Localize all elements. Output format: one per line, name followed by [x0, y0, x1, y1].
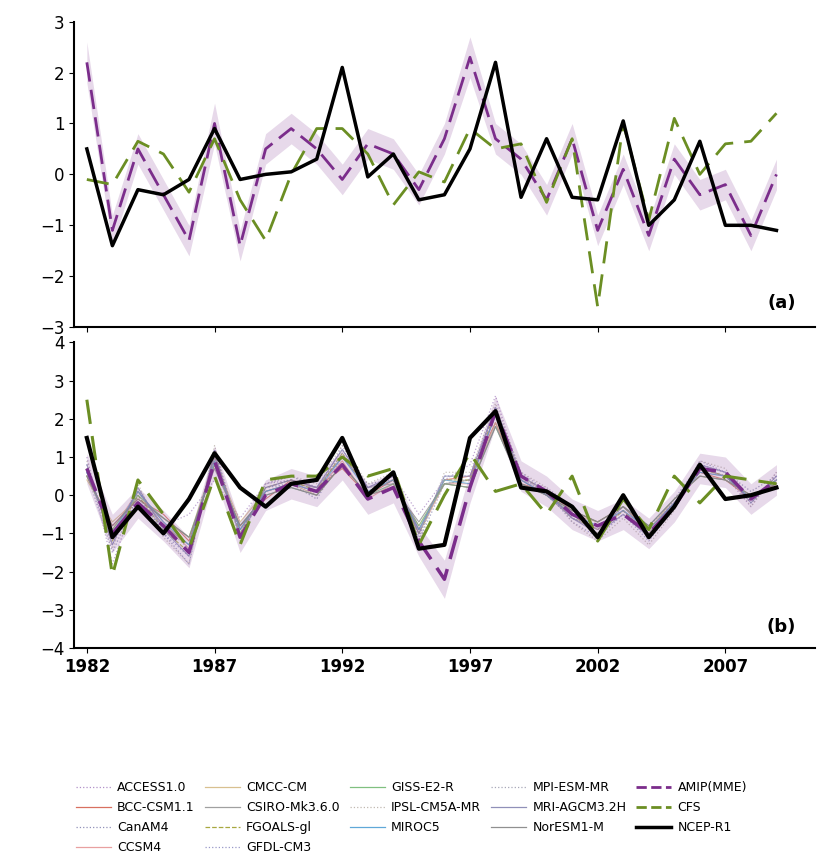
Legend: ACCESS1.0, BCC-CSM1.1, CanAM4, CCSM4, CMCC-CM, CSIRO-Mk3.6.0, FGOALS-gl, GFDL-CM: ACCESS1.0, BCC-CSM1.1, CanAM4, CCSM4, CM… — [72, 778, 751, 858]
Text: (b): (b) — [767, 618, 797, 636]
Text: (a): (a) — [768, 294, 797, 312]
